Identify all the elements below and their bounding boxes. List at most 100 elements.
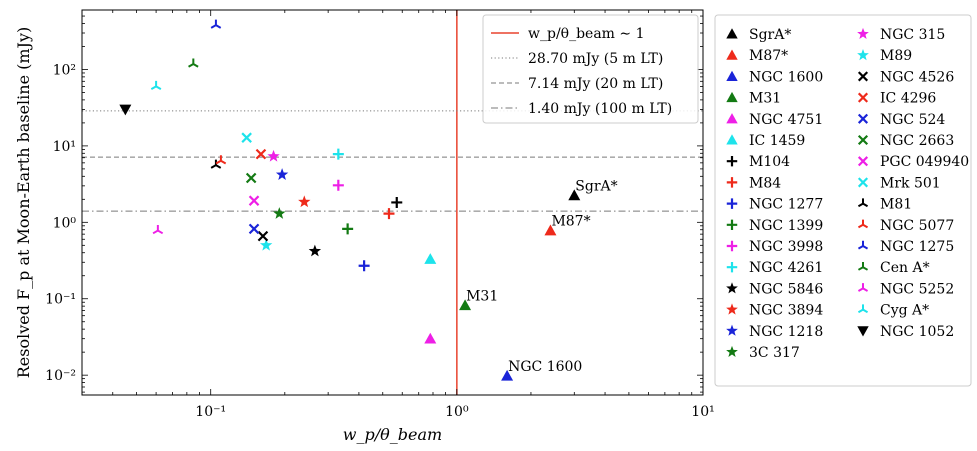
plot-area: [82, 10, 703, 395]
data-point-m89: [259, 238, 273, 251]
legend-marker-3c-317: [726, 345, 738, 357]
legend-entry-ngc-5846: NGC 5846: [749, 281, 823, 297]
legend-entry-m104: M104: [749, 154, 790, 170]
legend-entry-m81: M81: [880, 197, 912, 213]
legend-entry-sgra: SgrA*: [749, 27, 791, 43]
data-point-ngc-5846: [308, 244, 322, 257]
x-tick-label: 10⁻¹: [195, 404, 226, 420]
reference-lines-legend: w_p/θ_beam ∼ 1 28.70 mJy (5 m LT) 7.14 mJy…: [482, 14, 699, 124]
legend-entry-ngc-1600: NGC 1600: [749, 69, 823, 85]
legend-marker-m81: [857, 198, 869, 208]
axes: 10⁻¹ 10⁰ 10¹ 10⁻² 10⁻¹ 10⁰ 10¹ 10² w_p/θ_beam Res…: [14, 9, 715, 444]
legend-entry-label: w_p/θ_beam ∼ 1: [528, 26, 645, 42]
data-point-mrk-501: [241, 132, 252, 143]
legend-entry-ic-1459: IC 1459: [749, 133, 805, 149]
data-point-m81: [210, 159, 222, 169]
x-tick-label: 10⁰: [445, 404, 469, 420]
legend-marker-cyg-a: [857, 304, 869, 314]
legend-marker-cen-a: [857, 261, 869, 271]
legend-entry-m84: M84: [749, 175, 781, 191]
legend-entry-ngc-5077: NGC 5077: [880, 218, 954, 234]
legend-marker-ngc-2663: [857, 134, 869, 146]
x-tick-label: 10¹: [691, 404, 714, 420]
legend-marker-ngc-4751: [726, 113, 738, 124]
legend-entry-m87: M87*: [749, 48, 788, 64]
data-point-m87: [544, 224, 557, 236]
data-point-ngc-1600: [501, 369, 514, 381]
legend-marker-ngc-524: [857, 113, 869, 124]
legend-entry-ngc-5252: NGC 5252: [880, 281, 954, 297]
data-point-ngc-4261: [332, 148, 344, 160]
data-point-ngc-4751: [424, 332, 437, 344]
legend-entry-cen-a: Cen A*: [880, 260, 930, 276]
data-point-ic-1459: [424, 253, 437, 264]
legend-marker-ngc-1275: [857, 240, 869, 250]
legend-marker-ngc-4526: [857, 71, 869, 82]
legend-marker-pgc-049940: [857, 156, 869, 167]
legend-marker-ngc-1399: [726, 219, 738, 231]
data-point-cen-a: [188, 58, 199, 68]
annotation-m87: M87*: [551, 214, 590, 230]
legend-marker-ngc-315: [857, 27, 869, 39]
data-point-ic-4296: [255, 148, 267, 160]
legend-marker-sgra: [726, 28, 738, 39]
legend-entry-ngc-3998: NGC 3998: [749, 239, 823, 255]
legend-entry-label: 1.40 mJy (100 m LT): [528, 101, 672, 117]
data-point-sgra: [568, 189, 581, 201]
annotation-ngc-1600: NGC 1600: [508, 359, 582, 375]
legend-marker-ngc-5252: [857, 283, 869, 292]
y-tick-label: 10⁰: [53, 215, 77, 231]
legend-box: [714, 14, 972, 387]
legend-entry-ngc-524: NGC 524: [880, 112, 945, 128]
y-tick-label: 10⁻¹: [45, 292, 76, 308]
legend-entry-m89: M89: [880, 48, 912, 64]
data-point-ngc-1052: [119, 104, 132, 116]
legend-marker-ngc-1277: [726, 198, 738, 209]
legend-marker-m87: [726, 49, 738, 60]
legend-marker-ngc-4261: [726, 261, 738, 273]
y-tick-label: 10⁻²: [45, 368, 76, 384]
data-point-ngc-2663: [245, 172, 257, 184]
y-axis-label: Resolved F_p at Moon-Earth baseline (mJy…: [14, 27, 33, 379]
data-point-m84: [383, 208, 395, 220]
legend-marker-ngc-1600: [726, 70, 738, 81]
data-point-ngc-524: [248, 223, 260, 235]
data-point-3c-317: [273, 207, 286, 219]
legend-marker-ic-1459: [726, 134, 738, 145]
legend-entry-ngc-1277: NGC 1277: [749, 197, 823, 213]
legend-entry-ngc-1218: NGC 1218: [749, 324, 823, 340]
data-point-ngc-1218: [275, 168, 289, 180]
data-point-ngc-5077: [215, 155, 227, 165]
data-point-m31: [459, 299, 472, 311]
legend-entry-3c-317: 3C 317: [749, 345, 800, 361]
legend-marker-ngc-1052: [857, 326, 869, 337]
data-point-ngc-1277: [358, 260, 370, 272]
legend-marker-mrk-501: [857, 177, 869, 188]
legend-entry-pgc-049940: PGC 049940: [880, 154, 969, 170]
data-point-ngc-1399: [342, 223, 354, 235]
legend-box: [482, 14, 699, 124]
legend-entry-mrk-501: Mrk 501: [880, 175, 941, 191]
legend-entry-ngc-4526: NGC 4526: [880, 69, 954, 85]
sources-legend: SgrA* M87* NGC 1600 M31 NGC 4751 IC 1459 M104 M…: [714, 14, 972, 387]
legend-entry-m31: M31: [749, 91, 781, 107]
legend-marker-m31: [726, 91, 738, 103]
data-point-ngc-4526: [257, 230, 269, 242]
data-point-ngc-3998: [332, 179, 344, 191]
legend-entry-ngc-2663: NGC 2663: [880, 133, 954, 149]
plot-frame: [81, 9, 704, 396]
annotations: SgrA* M87* NGC 1600 M31: [466, 178, 618, 374]
data-point-ngc-5252: [152, 225, 164, 235]
data-point-m104: [391, 196, 403, 208]
legend-entry-ngc-1399: NGC 1399: [749, 218, 823, 234]
legend-marker-ngc-3894: [726, 303, 738, 315]
legend-marker-m84: [726, 177, 738, 188]
data-point-cyg-a: [150, 80, 162, 91]
data-point-ngc-3894: [298, 195, 311, 208]
legend-marker-m104: [726, 155, 738, 167]
x-axis-label: w_p/θ_beam: [343, 425, 442, 444]
legend-entry-cyg-a: Cyg A*: [880, 303, 929, 319]
legend-entry-ngc-3894: NGC 3894: [749, 303, 823, 319]
data-point-ngc-1275: [210, 19, 222, 29]
